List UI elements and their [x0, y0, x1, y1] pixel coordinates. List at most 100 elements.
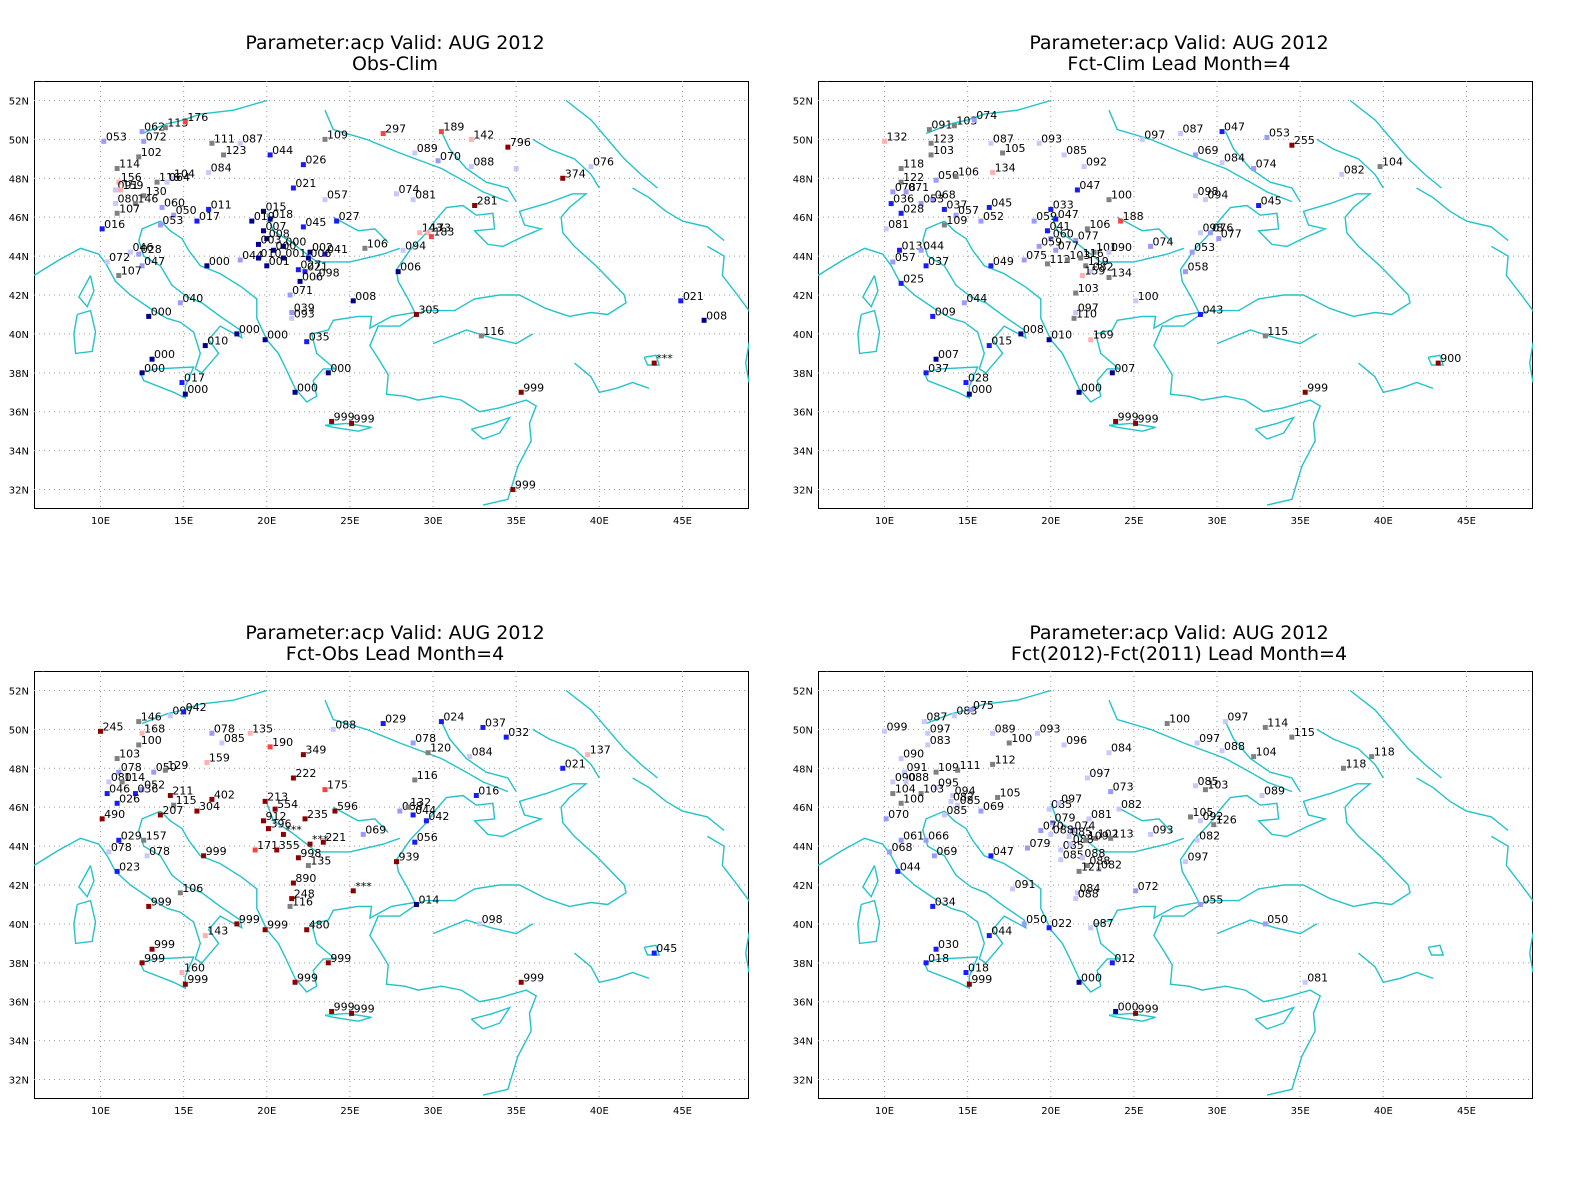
station-marker: 085 [955, 794, 981, 808]
station-marker: 116 [287, 895, 313, 909]
station-marker: 059 [1036, 235, 1062, 249]
station-square [146, 903, 152, 909]
station-value: 189 [443, 121, 464, 134]
station-marker: 082 [1096, 858, 1122, 872]
station-value: 085 [1063, 839, 1084, 852]
station-value: 010 [1051, 329, 1072, 342]
coastline [432, 329, 534, 345]
lat-tick-label: 42N [9, 291, 29, 302]
coastline [643, 354, 661, 366]
station-marker: 014 [413, 893, 439, 907]
lat-tick-label: 40N [9, 920, 29, 931]
station-marker: 402 [209, 788, 235, 802]
panel-title-line1: Parameter:acp Valid: AUG 2012 [1029, 32, 1329, 54]
station-marker: 119 [1083, 255, 1109, 269]
station-value: 096 [1066, 734, 1087, 747]
station-marker: 093 [1034, 722, 1060, 736]
station-value: 000 [144, 362, 165, 375]
station-square [139, 263, 145, 269]
station-square [1177, 131, 1183, 137]
station-marker: 100 [1006, 732, 1032, 746]
station-marker: 026 [114, 792, 140, 806]
station-value: 100 [1138, 290, 1159, 303]
station-marker: 083 [925, 734, 951, 748]
station-marker: 089 [990, 722, 1016, 736]
station-marker: 047 [1074, 179, 1100, 193]
station-value: 009 [935, 305, 956, 318]
station-square [1093, 835, 1099, 841]
station-value: 015 [991, 335, 1012, 348]
map-panel-fct-clim: Parameter:acp Valid: AUG 2012 Fct-Clim L… [784, 0, 1574, 560]
station-value: 248 [294, 888, 315, 901]
station-value: 021 [565, 757, 586, 770]
station-value: 123 [226, 144, 247, 157]
station-square [961, 300, 967, 306]
station-value: 100 [903, 792, 924, 805]
station-marker: 171 [252, 839, 278, 853]
lat-tick-label: 50N [9, 725, 29, 736]
station-square [114, 868, 120, 874]
station-value: 039 [294, 302, 315, 315]
station-square [330, 726, 336, 732]
coastline [332, 806, 389, 833]
lat-tick-label: 46N [9, 213, 29, 224]
lat-tick-label: 48N [9, 764, 29, 775]
station-square [503, 734, 509, 740]
station-value: 050 [1026, 913, 1047, 926]
station-value: 114 [124, 771, 145, 784]
coastline [73, 899, 97, 945]
station-square [1133, 888, 1139, 894]
coastline [573, 952, 650, 984]
station-marker: 100 [1164, 713, 1190, 727]
station-value: 099 [887, 720, 908, 733]
lat-tick-label: 34N [793, 1037, 813, 1048]
lat-tick-label: 48N [9, 174, 29, 185]
station-square [305, 863, 311, 869]
station-square [425, 750, 431, 756]
station-marker: 245 [98, 720, 124, 734]
station-value: 036 [893, 193, 914, 206]
station-marker: 097 [1194, 732, 1220, 746]
station-square [1148, 831, 1154, 837]
station-value: 047 [1224, 121, 1245, 134]
station-marker: 091 [926, 119, 952, 133]
station-marker: 070 [435, 150, 461, 164]
station-marker: 037 [923, 255, 949, 269]
lon-tick-label: 40E [590, 516, 609, 527]
station-value: 116 [483, 325, 504, 338]
station-square [585, 752, 591, 758]
station-value: 069 [1197, 144, 1218, 157]
station-value: 078 [149, 845, 170, 858]
station-square [149, 946, 155, 952]
station-value: 085 [960, 794, 981, 807]
station-square [289, 310, 295, 316]
station-value: 037 [928, 362, 949, 375]
coastline [1416, 187, 1509, 242]
station-value: 157 [146, 829, 167, 842]
station-value: 374 [565, 167, 586, 180]
station-square [267, 744, 273, 750]
station-square [1049, 820, 1055, 826]
station-value: 037 [485, 716, 506, 729]
station-marker: 999 [234, 913, 260, 927]
lon-tick-label: 45E [673, 516, 692, 527]
station-value: 082 [1121, 798, 1142, 811]
station-marker: 116 [478, 325, 504, 339]
station-value: 047 [1079, 179, 1100, 192]
station-value: 112 [1049, 253, 1070, 266]
station-value: 075 [973, 699, 994, 712]
station-marker: 027 [334, 210, 360, 224]
station-marker: 118 [1369, 746, 1395, 760]
station-value: 018 [968, 962, 989, 975]
station-value: 044 [991, 925, 1012, 938]
station-value: 053 [923, 193, 944, 206]
lon-tick-label: 10E [875, 1106, 894, 1117]
station-value: 060 [1053, 228, 1074, 241]
station-value: 041 [327, 243, 348, 256]
station-value: 003 [260, 233, 281, 246]
station-value: 084 [472, 746, 493, 759]
station-value: 021 [295, 177, 316, 190]
station-value: 074 [1256, 158, 1277, 171]
station-value: 077 [1078, 230, 1099, 243]
